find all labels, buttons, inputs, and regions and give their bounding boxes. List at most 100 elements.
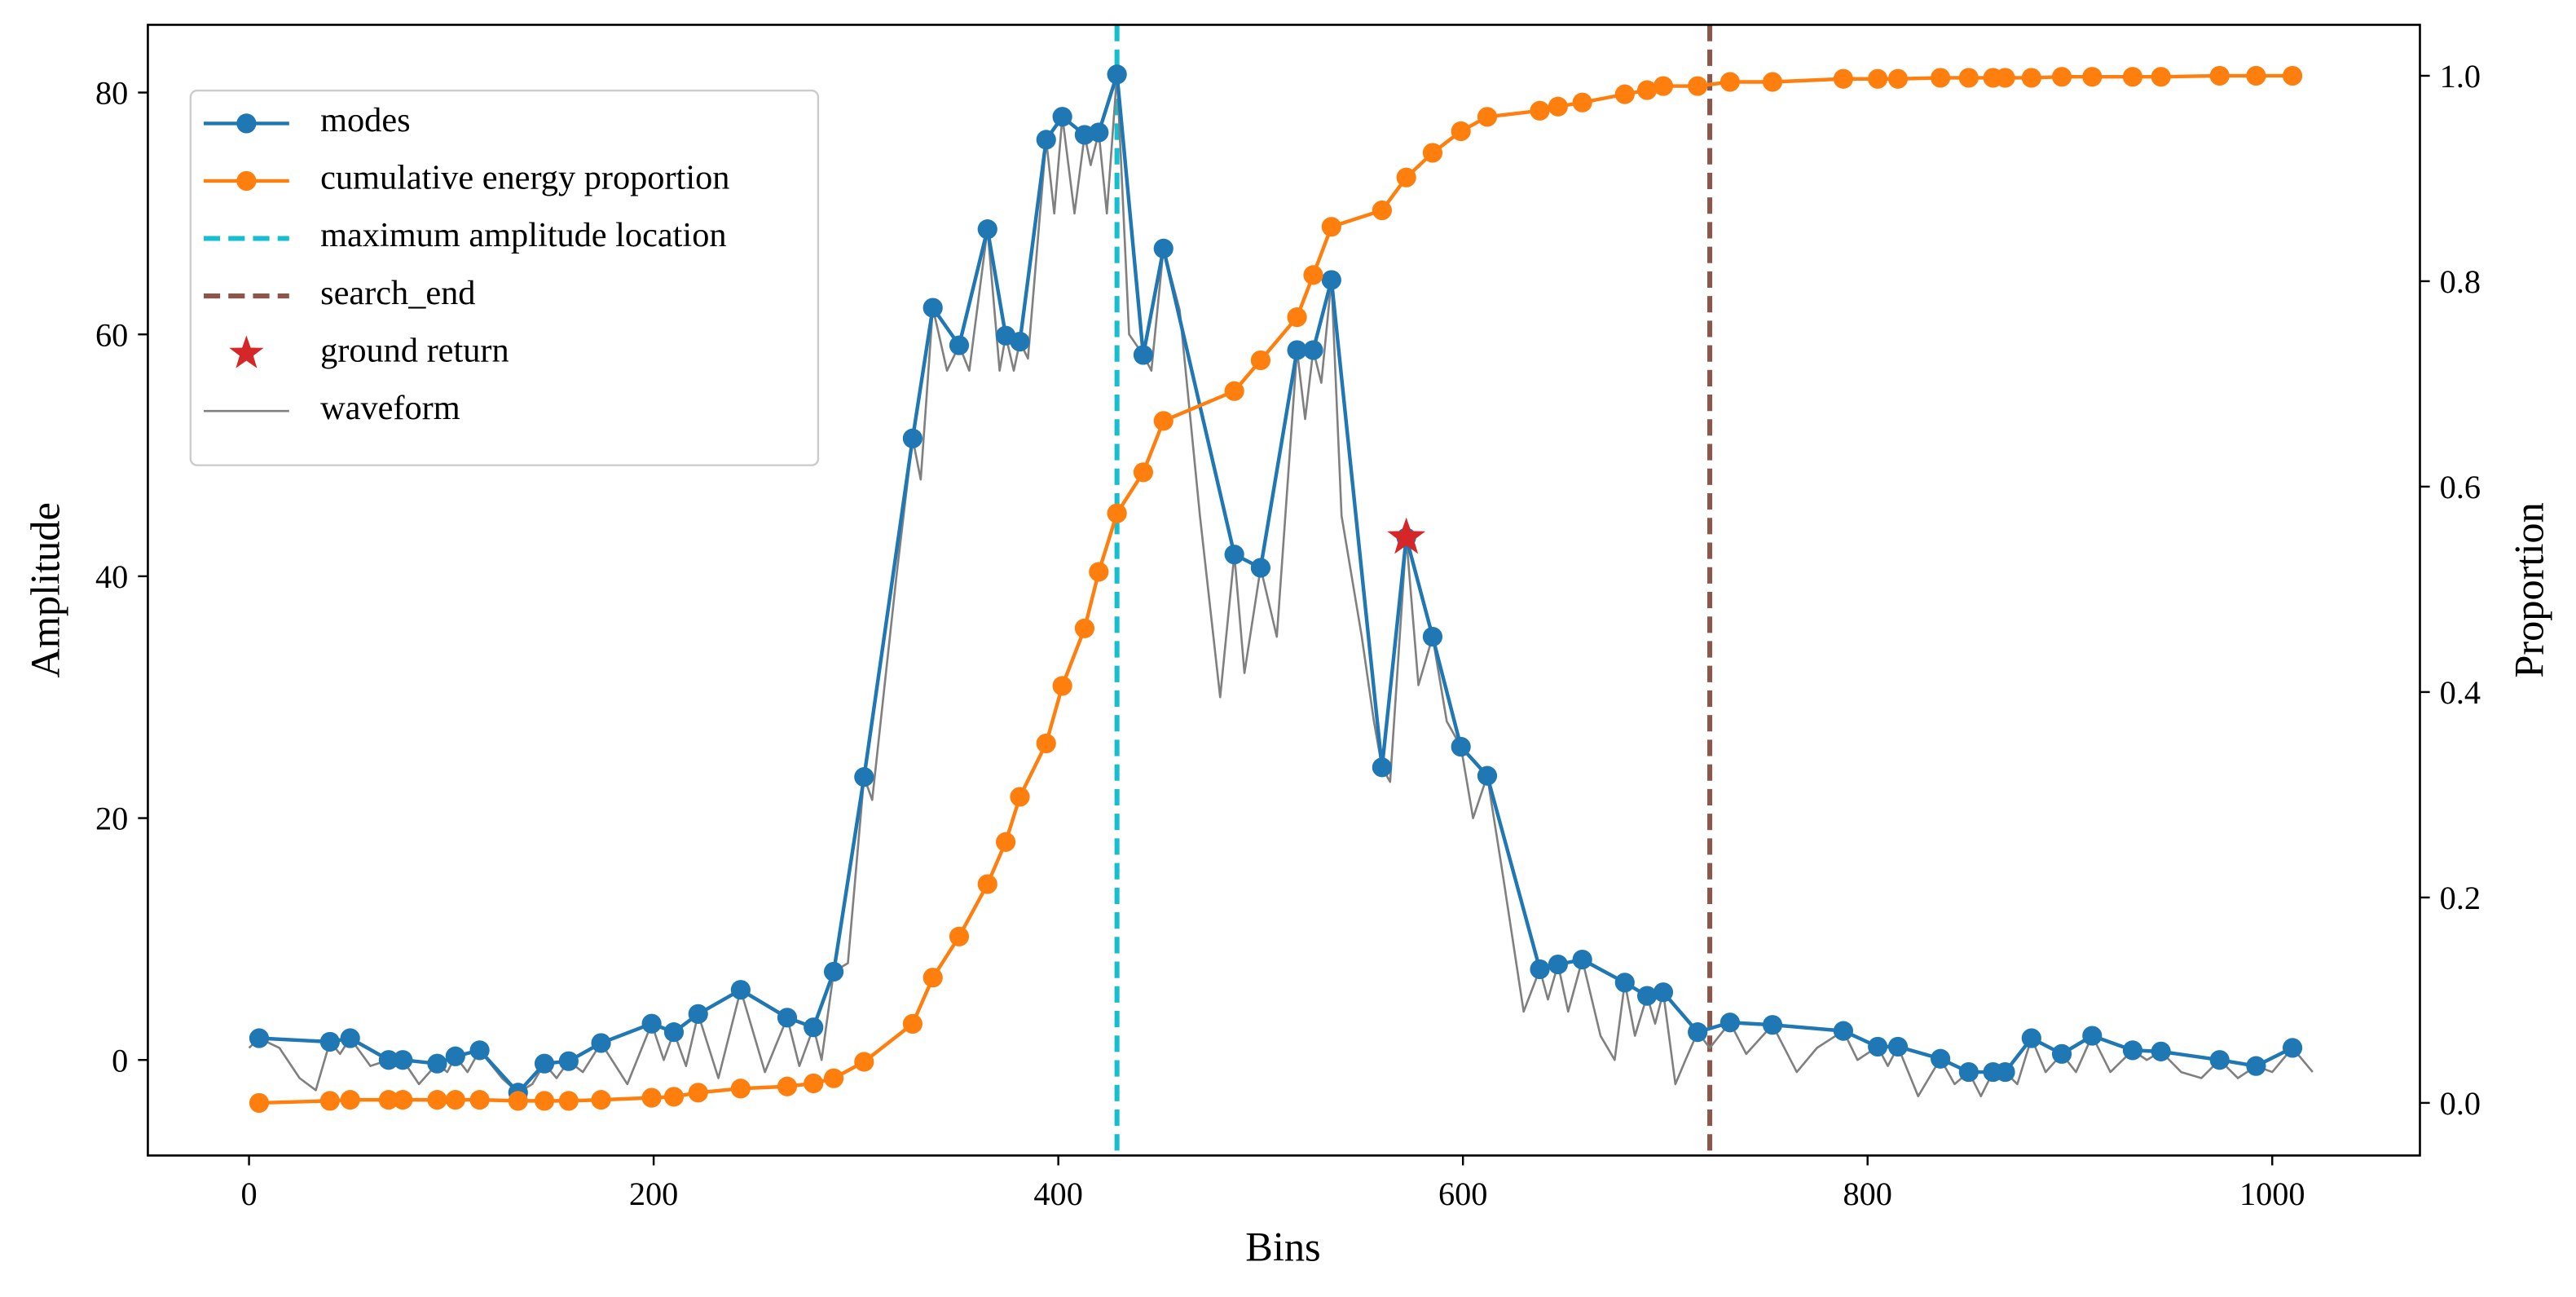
marker <box>393 1090 413 1110</box>
marker <box>995 832 1016 852</box>
y-tick-label: 60 <box>95 316 128 353</box>
legend-marker <box>236 170 257 192</box>
marker <box>1451 121 1471 142</box>
marker <box>1637 986 1658 1006</box>
marker <box>688 1004 708 1024</box>
marker <box>1833 68 1854 89</box>
marker <box>1653 76 1674 96</box>
legend-label: cumulative energy proportion <box>320 159 729 197</box>
marker <box>1074 618 1095 638</box>
marker <box>1720 72 1740 92</box>
marker <box>2082 67 2103 87</box>
marker <box>641 1087 662 1108</box>
x-tick-label: 800 <box>1843 1176 1891 1212</box>
marker <box>2051 1043 2072 1064</box>
marker <box>1133 345 1154 365</box>
marker <box>1887 68 1909 89</box>
x-tick-label: 1000 <box>2239 1176 2305 1212</box>
marker <box>663 1087 685 1107</box>
marker <box>249 1028 270 1048</box>
x-tick-label: 200 <box>629 1176 678 1212</box>
marker <box>1995 1061 2015 1083</box>
y-tick-label: 20 <box>95 801 128 837</box>
marker <box>1396 167 1416 187</box>
marker <box>1614 84 1635 104</box>
marker <box>427 1090 447 1110</box>
marker <box>378 1090 399 1110</box>
marker <box>1089 122 1109 143</box>
marker <box>319 1091 340 1111</box>
marker <box>2282 1038 2303 1058</box>
marker <box>1422 626 1443 647</box>
legend-label: waveform <box>320 389 460 427</box>
marker <box>445 1090 465 1110</box>
marker <box>1958 68 1979 88</box>
marker <box>1010 332 1030 352</box>
marker <box>663 1022 685 1043</box>
marker <box>1250 350 1271 371</box>
marker <box>319 1031 340 1052</box>
legend: modes cumulative energy proportion maximum… <box>189 89 820 466</box>
marker <box>977 874 997 894</box>
marker <box>1153 238 1174 258</box>
marker <box>1688 1022 1708 1043</box>
marker <box>558 1091 579 1111</box>
y2-tick-label: 0.0 <box>2440 1085 2481 1122</box>
marker <box>854 767 874 787</box>
marker <box>534 1053 555 1074</box>
marker <box>2082 1026 2103 1046</box>
marker <box>688 1083 708 1103</box>
marker <box>534 1091 555 1111</box>
marker <box>1548 954 1568 975</box>
star-marker <box>1387 517 1426 554</box>
marker <box>804 1073 824 1094</box>
marker <box>949 926 970 946</box>
marker <box>1052 107 1072 127</box>
marker <box>1287 340 1307 360</box>
axes-frame <box>147 24 2421 1157</box>
x-tick-label: 0 <box>240 1176 257 1212</box>
marker <box>1010 787 1030 807</box>
marker <box>2021 68 2041 88</box>
marker <box>1451 736 1471 757</box>
marker <box>1372 200 1392 221</box>
marker <box>1303 340 1323 360</box>
marker <box>1477 107 1498 127</box>
marker <box>2209 1050 2230 1070</box>
marker <box>1372 757 1392 778</box>
marker <box>1089 562 1109 582</box>
marker <box>730 980 751 1000</box>
marker <box>949 335 970 355</box>
marker <box>2209 65 2230 86</box>
y2-tick-label: 1.0 <box>2440 58 2481 95</box>
marker <box>923 968 943 988</box>
marker <box>1153 411 1174 431</box>
y2-tick-label: 0.4 <box>2440 674 2481 711</box>
marker <box>2122 67 2143 87</box>
marker <box>1572 950 1592 970</box>
marker <box>378 1050 399 1070</box>
marker <box>1868 1036 1888 1057</box>
marker <box>427 1053 447 1074</box>
marker <box>1637 80 1658 100</box>
marker <box>1303 265 1323 285</box>
marker <box>1036 733 1056 754</box>
legend-label: modes <box>320 101 411 139</box>
marker <box>1321 217 1341 237</box>
marker <box>591 1090 611 1110</box>
marker <box>1548 96 1568 117</box>
marker <box>1250 558 1271 578</box>
marker <box>823 1068 844 1088</box>
marker <box>1572 92 1592 112</box>
marker <box>1321 270 1341 290</box>
marker <box>558 1051 579 1071</box>
marker <box>1762 1015 1783 1035</box>
marker <box>249 1092 270 1114</box>
marker <box>2282 65 2303 86</box>
y2-tick-label: 0.2 <box>2440 880 2481 916</box>
marker <box>1422 143 1443 163</box>
marker <box>1930 1048 1951 1069</box>
marker <box>854 1052 874 1072</box>
